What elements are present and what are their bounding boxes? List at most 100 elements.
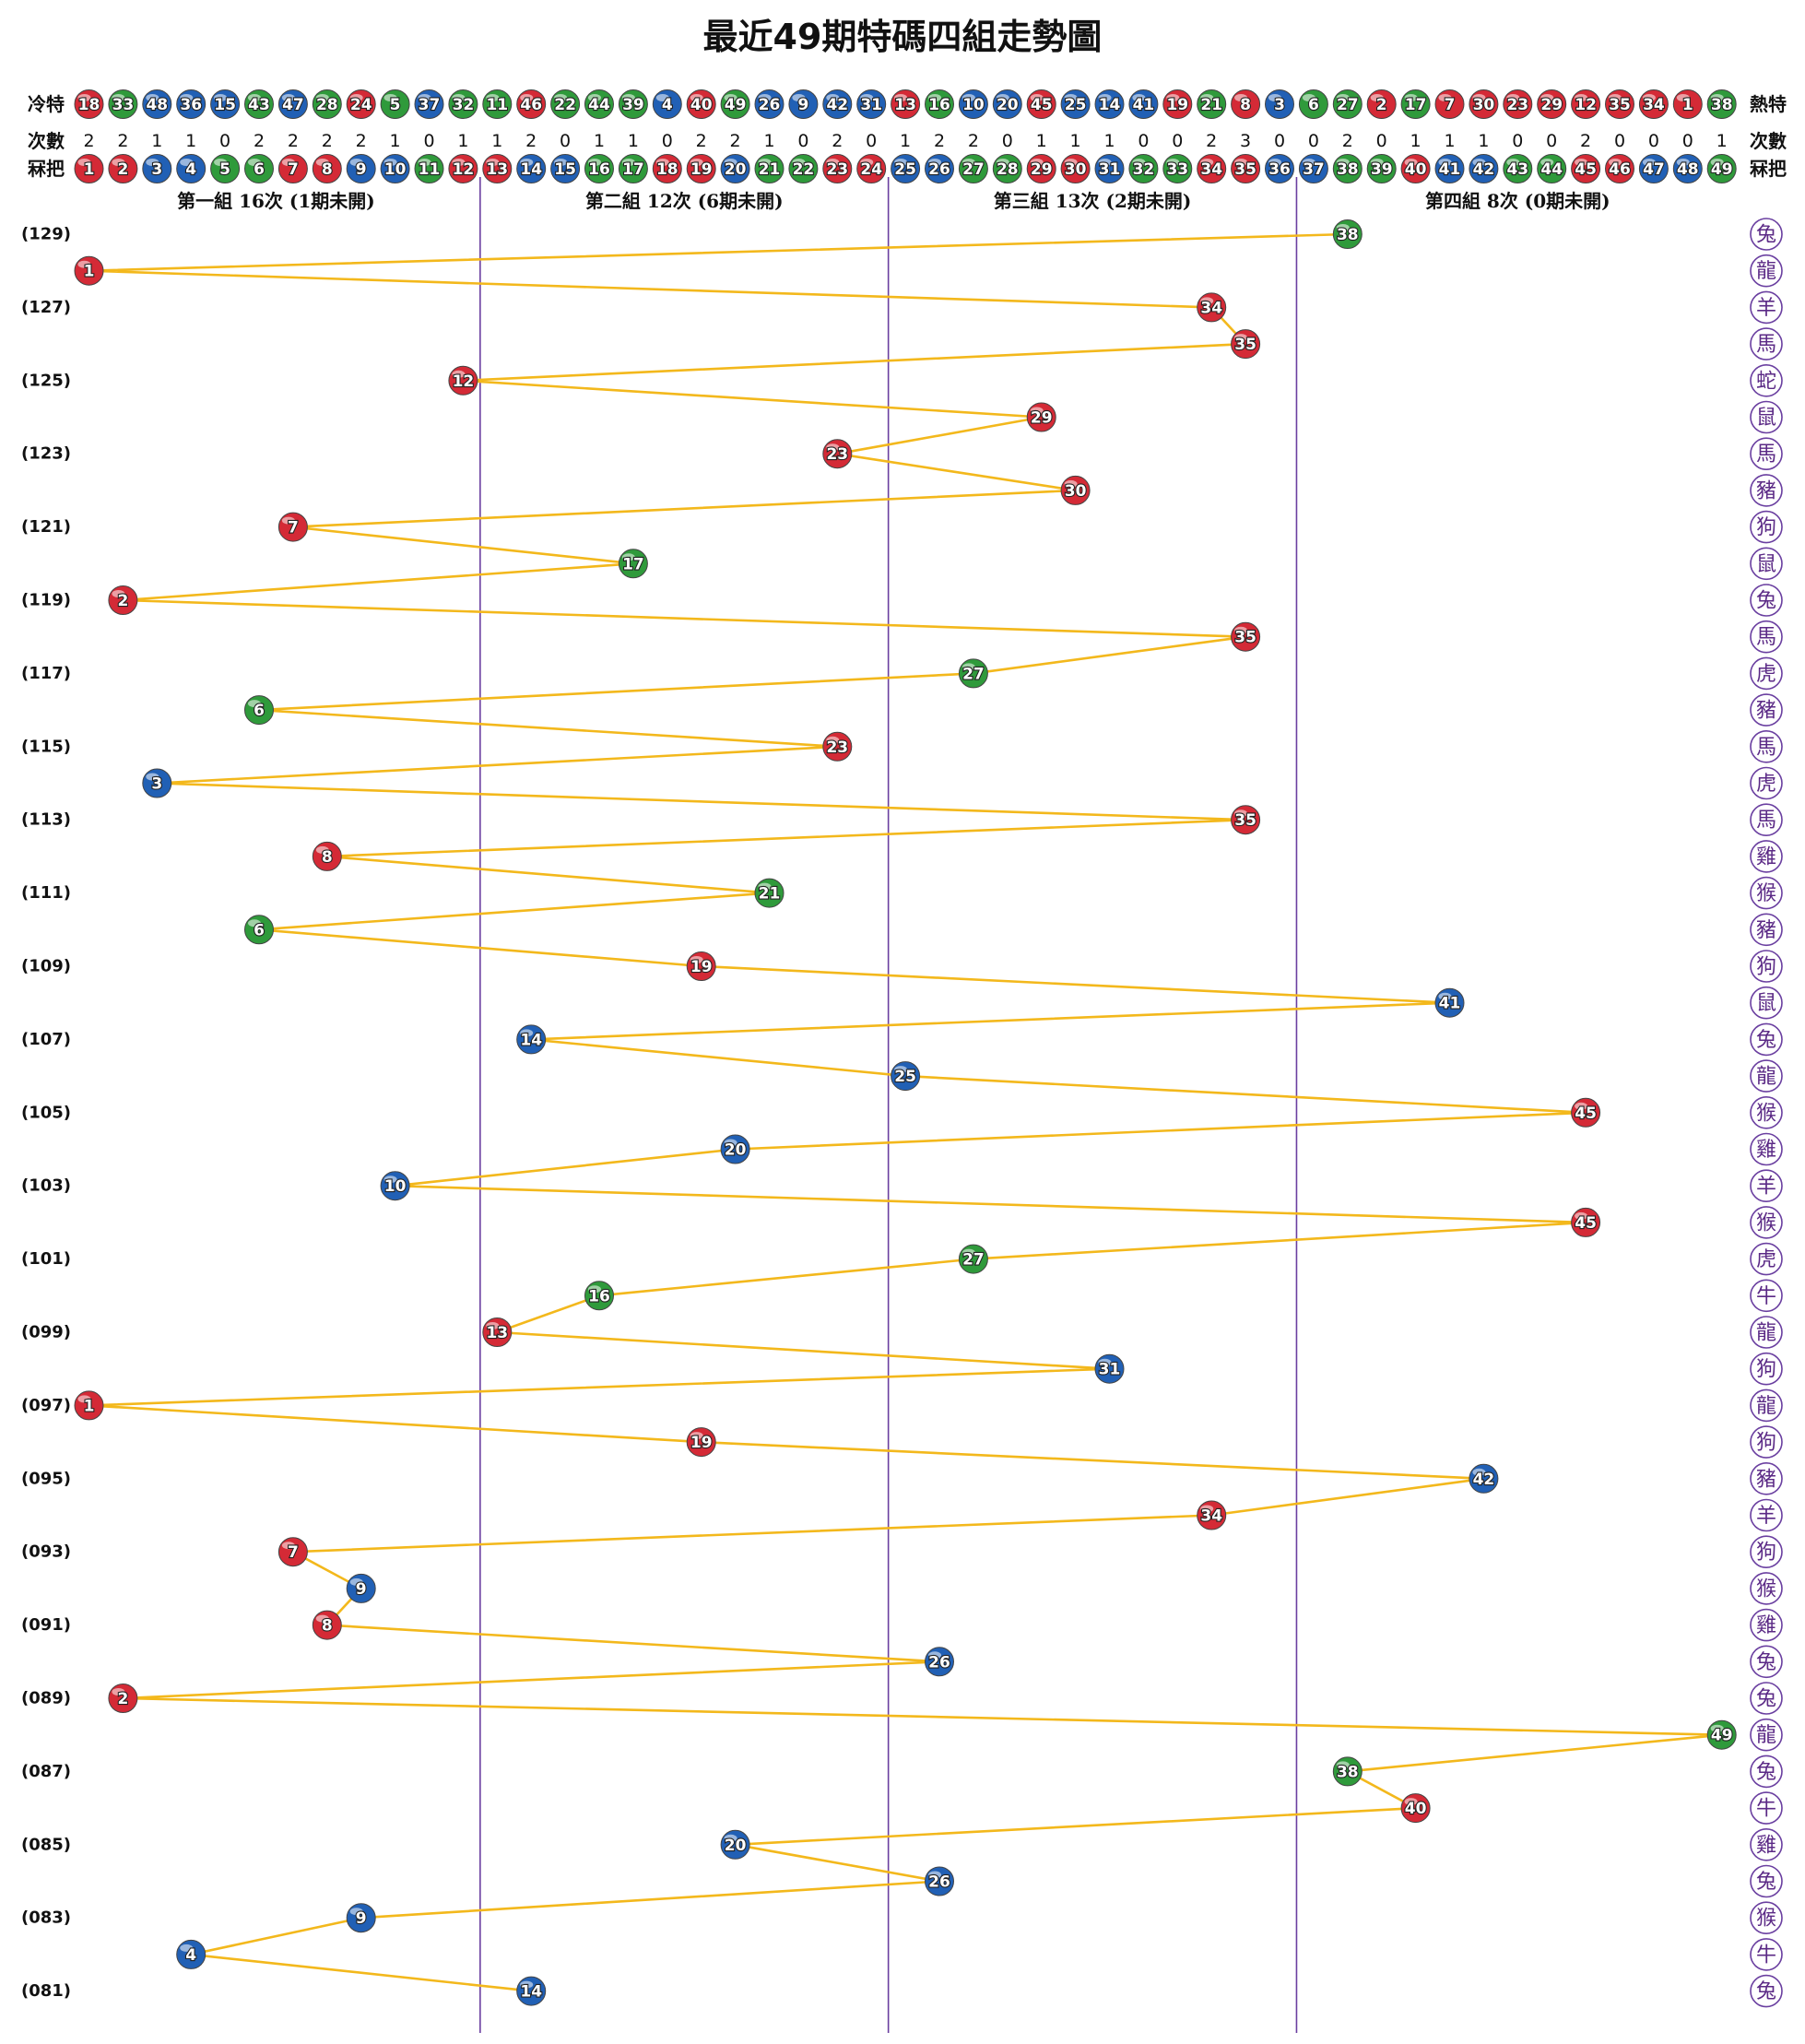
ball-shine xyxy=(1098,159,1112,166)
trend-ball: 14 xyxy=(516,1024,547,1055)
zodiac-ring xyxy=(1750,1828,1783,1861)
count-label: 0 xyxy=(423,131,434,151)
ball-shine xyxy=(1302,159,1315,166)
count-label: 1 xyxy=(1410,131,1422,151)
trend-ball-label: 2 xyxy=(117,1690,128,1708)
trend-ball-label: 45 xyxy=(1575,1105,1597,1123)
trend-ball: 20 xyxy=(720,1134,750,1164)
ball-shine xyxy=(180,94,194,101)
ball-shine xyxy=(315,1614,329,1623)
period-label: (103) xyxy=(21,1176,71,1196)
count-label: 0 xyxy=(560,131,571,151)
cold-hot-ball: 2 xyxy=(1366,89,1397,119)
trend-ball: 35 xyxy=(1231,329,1261,360)
ball-shine xyxy=(1200,1505,1214,1513)
ball-shine xyxy=(486,1322,500,1329)
trend-ball-label: 2 xyxy=(117,592,128,610)
trend-ball: 49 xyxy=(1706,1719,1737,1750)
ball-shine xyxy=(758,882,772,891)
cold-hot-ball: 9 xyxy=(788,89,819,119)
cold-hot-ball: 35 xyxy=(1605,89,1634,119)
zodiac-ring xyxy=(1750,1352,1783,1386)
zodiac-label: 雞 xyxy=(1756,845,1776,868)
number-ball-label: 29 xyxy=(1031,160,1053,179)
ball-shine xyxy=(1030,159,1044,166)
number-ball-label: 30 xyxy=(1065,160,1087,179)
cold-hot-ball: 14 xyxy=(1094,89,1125,119)
ball-shine xyxy=(1030,94,1044,101)
zodiac-ring xyxy=(1750,1242,1783,1276)
count-label: 2 xyxy=(730,131,741,151)
ball-shine xyxy=(1506,94,1520,101)
number-ball-label: 44 xyxy=(1540,160,1563,179)
trend-ball-label: 7 xyxy=(288,519,299,538)
ball-shine xyxy=(621,94,635,101)
number-ball: 44 xyxy=(1537,154,1567,183)
zodiac-label: 狗 xyxy=(1756,1432,1776,1455)
trend-ball: 29 xyxy=(1026,402,1056,432)
zodiac-label: 狗 xyxy=(1756,956,1776,979)
number-ball-label: 49 xyxy=(1711,160,1733,179)
ball-shine xyxy=(1472,1468,1486,1476)
ball-shine xyxy=(1234,626,1248,634)
ball-shine xyxy=(1132,159,1146,166)
zodiac-ring xyxy=(1750,474,1783,507)
zodiac-ring xyxy=(1750,913,1783,947)
cold-hot-ball: 1 xyxy=(1672,89,1703,119)
count-label: 0 xyxy=(1614,131,1625,151)
trend-ball-label: 9 xyxy=(356,1580,367,1599)
cold-hot-ball-label: 14 xyxy=(1099,96,1121,114)
ball-shine xyxy=(961,94,975,101)
ball-shine xyxy=(1234,334,1248,342)
ball-shine xyxy=(826,94,840,101)
trend-ball-label: 6 xyxy=(254,702,265,720)
ball-shine xyxy=(1336,1761,1350,1769)
trend-ball-label: 1 xyxy=(84,1397,95,1415)
cold-hot-ball-label: 13 xyxy=(894,96,916,114)
count-label: 2 xyxy=(525,131,537,151)
ball-shine xyxy=(1676,94,1690,101)
period-label: (083) xyxy=(21,1908,71,1928)
cold-hot-ball-label: 31 xyxy=(860,96,882,114)
number-ball: 19 xyxy=(686,154,716,183)
period-label: (129) xyxy=(21,225,71,244)
zodiac-label: 猴 xyxy=(1756,1211,1776,1235)
cold-hot-ball: 18 xyxy=(74,89,104,119)
count-label: 1 xyxy=(1478,131,1489,151)
cold-hot-ball: 10 xyxy=(958,89,988,119)
count-label: 1 xyxy=(390,131,401,151)
zodiac-ring xyxy=(1750,1755,1783,1789)
group-label: 第三組 13次 (2期未開) xyxy=(994,190,1192,212)
ball-shine xyxy=(418,94,431,101)
count-label: 2 xyxy=(83,131,94,151)
ball-shine xyxy=(1472,159,1486,166)
trend-ball: 16 xyxy=(584,1281,614,1311)
count-label: 0 xyxy=(1308,131,1319,151)
number-ball: 21 xyxy=(754,154,785,183)
count-label: 0 xyxy=(1172,131,1183,151)
ball-shine xyxy=(112,1688,125,1695)
ball-shine xyxy=(281,159,295,166)
zodiac-ring xyxy=(1750,1279,1783,1313)
ball-shine xyxy=(248,919,261,927)
zodiac-ring xyxy=(1750,693,1783,727)
trend-ball-label: 30 xyxy=(1065,482,1087,501)
zodiac-label: 狗 xyxy=(1756,1542,1776,1565)
number-ball-label: 28 xyxy=(997,160,1019,179)
number-ball-label: 40 xyxy=(1405,160,1427,179)
count-label: 1 xyxy=(491,131,502,151)
ball-shine xyxy=(860,159,874,166)
trend-ball: 26 xyxy=(925,1866,954,1896)
zodiac-label: 雞 xyxy=(1756,1139,1776,1162)
zodiac-label: 猴 xyxy=(1756,1102,1776,1125)
cold-hot-ball-label: 44 xyxy=(588,96,610,114)
ball-shine xyxy=(281,516,295,525)
cold-hot-ball-label: 1 xyxy=(1682,96,1693,114)
zodiac-ring xyxy=(1750,1682,1783,1715)
count-label: 2 xyxy=(1342,131,1353,151)
number-ball: 34 xyxy=(1197,154,1227,183)
ball-shine xyxy=(214,159,228,166)
cold-hot-ball-label: 17 xyxy=(1405,96,1427,114)
trend-ball-label: 12 xyxy=(453,372,475,391)
cold-hot-ball: 19 xyxy=(1162,89,1193,119)
